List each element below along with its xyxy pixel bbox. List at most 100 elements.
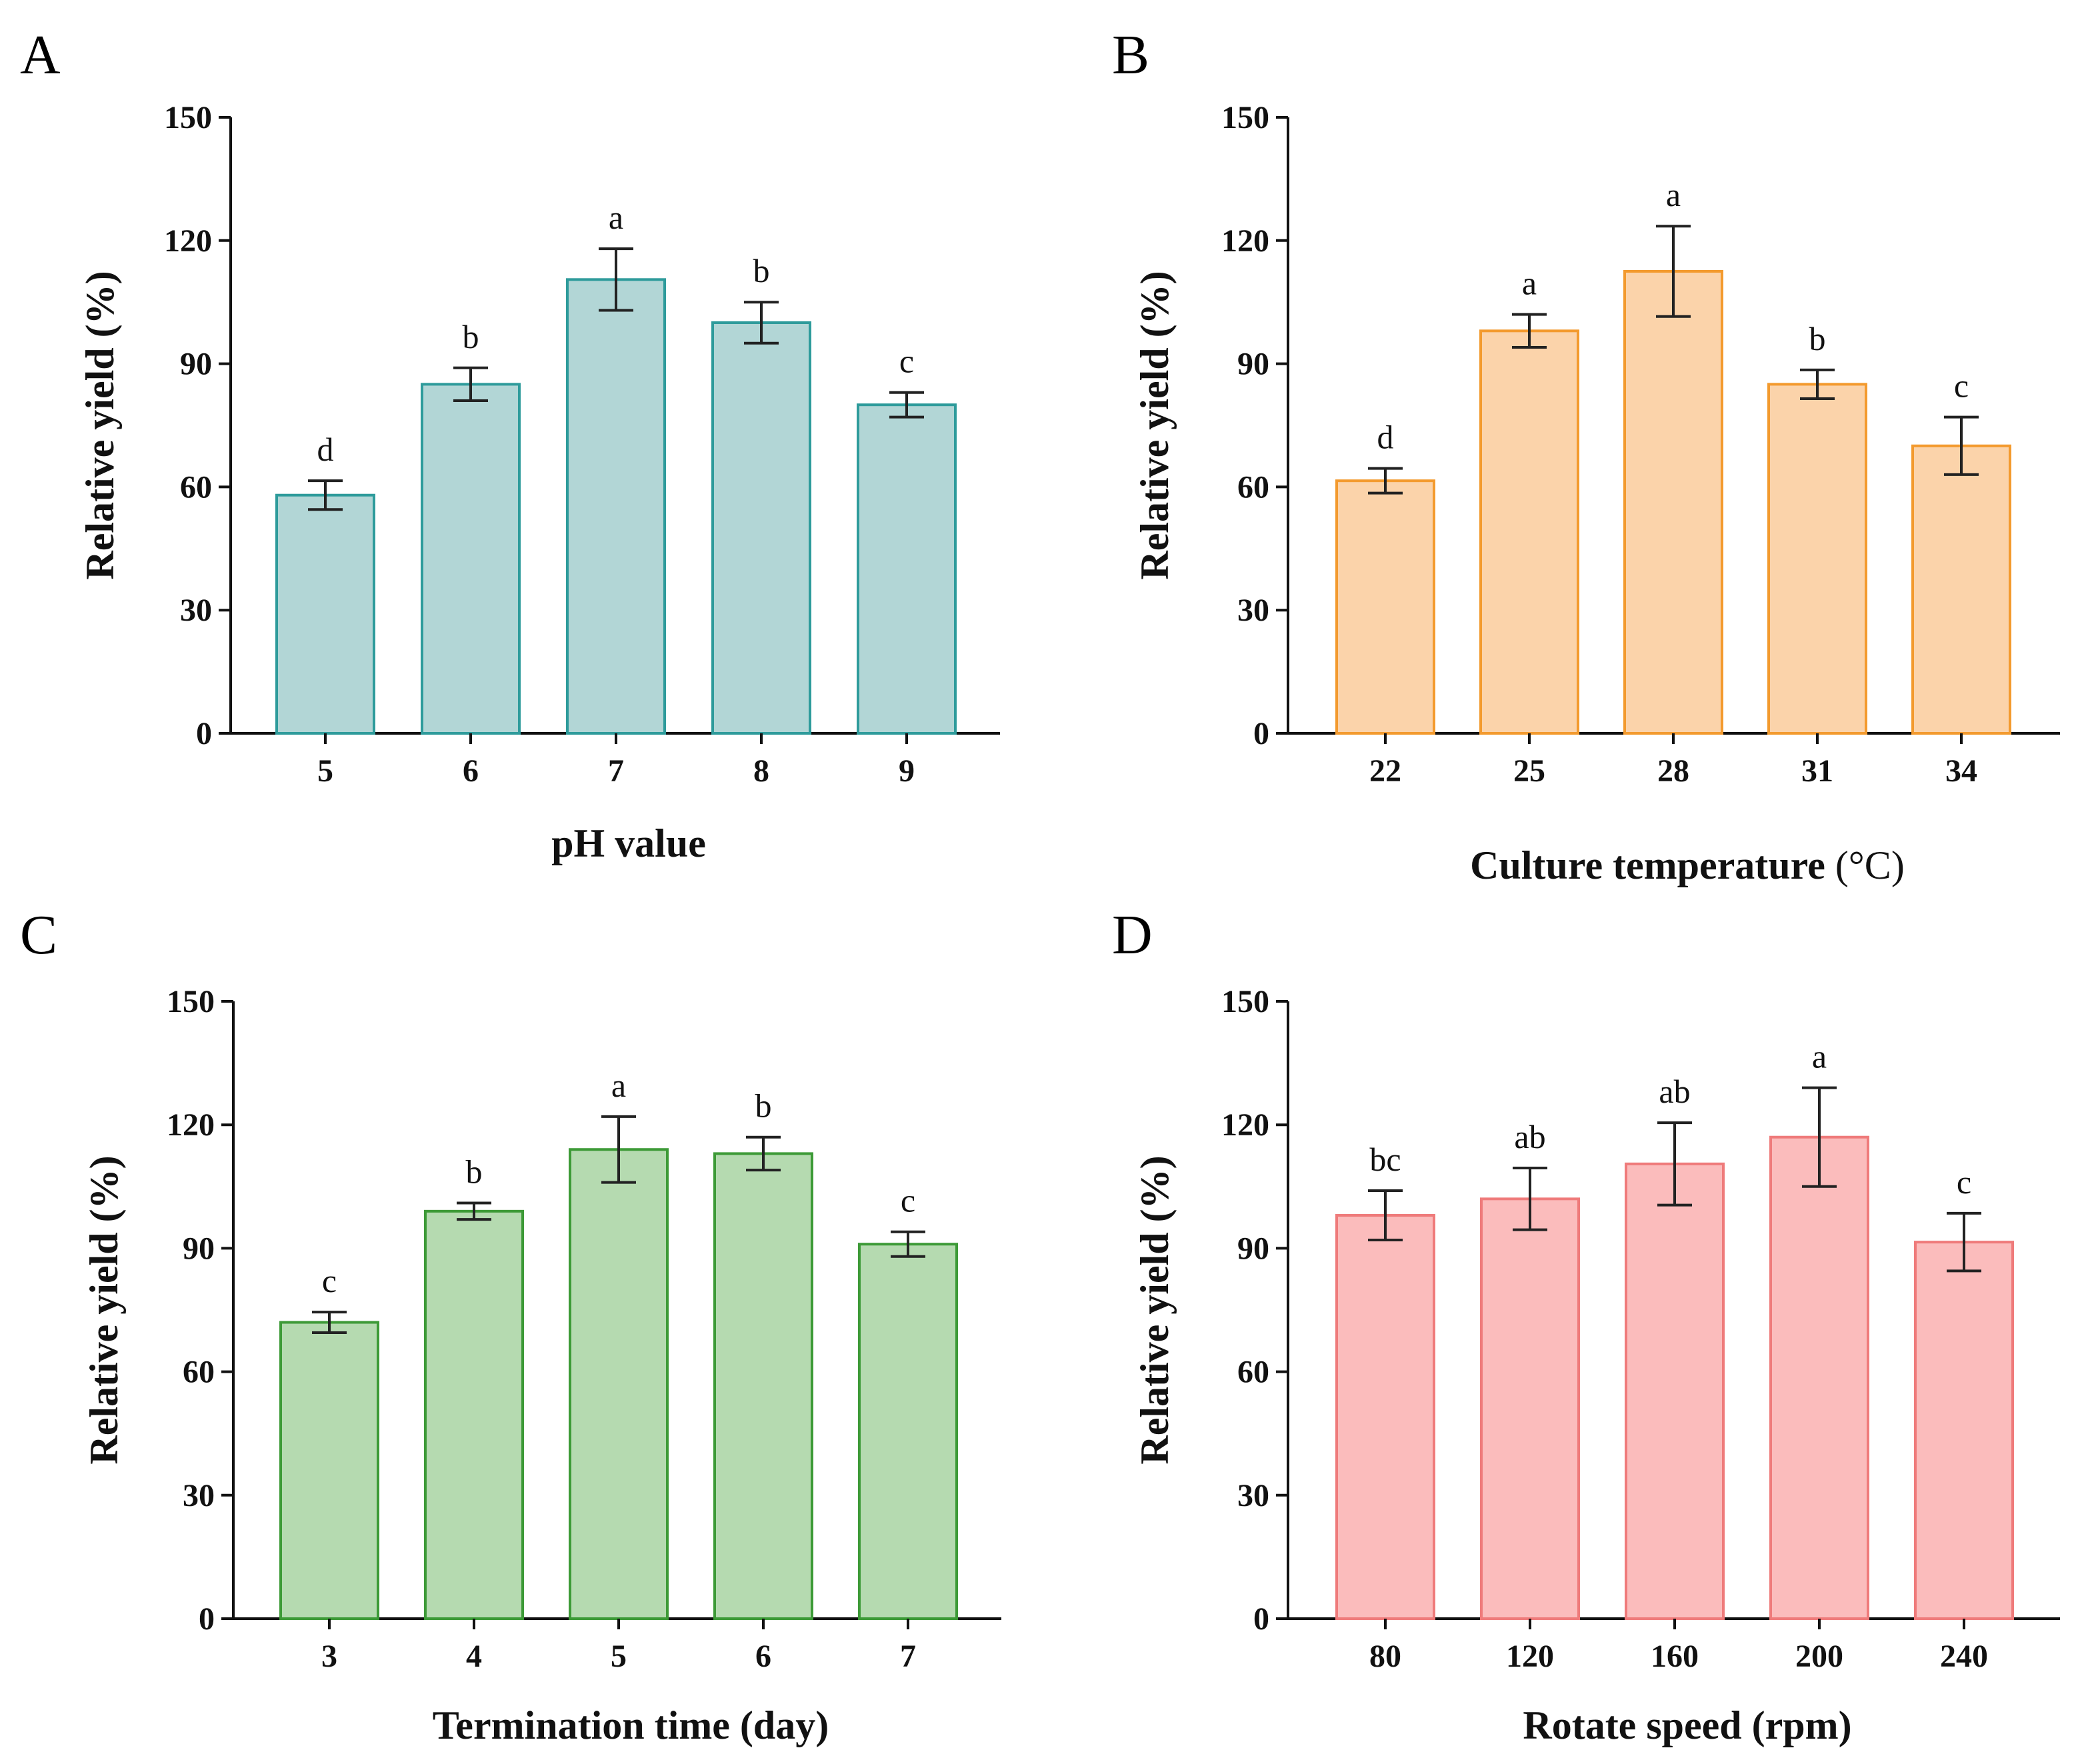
x-tick-label-c: 3 — [321, 1639, 337, 1674]
y-axis-title-d: Relative yield (%) — [1133, 1155, 1177, 1464]
error-bar-c-5 — [601, 1115, 636, 1184]
x-axis-title-b: Culture temperature (°C) — [1470, 843, 1905, 887]
error-bar-b-34 — [1944, 415, 1979, 476]
y-tick-label-a: 120 — [164, 223, 212, 259]
x-tick-label-d: 80 — [1369, 1639, 1401, 1674]
chart-c: 0 30 60 90 120 150 3 c 4 b 5 a 6 b 7 c Termination time … — [82, 984, 1001, 1747]
y-tick-label-b: 60 — [1237, 469, 1269, 505]
y-tick-label-a: 30 — [180, 593, 212, 628]
bar-d-80 — [1335, 1214, 1435, 1620]
y-tick-label-b: 120 — [1221, 223, 1269, 259]
x-tick-label-d: 120 — [1506, 1639, 1554, 1674]
x-tick-label-b: 31 — [1801, 753, 1833, 789]
y-tick-label-b: 30 — [1237, 593, 1269, 628]
y-tick-label-b: 150 — [1221, 100, 1269, 135]
x-axis-title-d: Rotate speed (rpm) — [1523, 1703, 1851, 1747]
bar-c-6 — [713, 1152, 813, 1620]
y-tick-label-d: 60 — [1237, 1355, 1269, 1390]
y-tick-label-a: 150 — [164, 100, 212, 135]
error-bar-c-3 — [312, 1311, 347, 1334]
y-tick-label-c: 0 — [199, 1601, 215, 1637]
error-bar-a-9 — [889, 391, 924, 419]
error-bar-b-25 — [1512, 313, 1547, 349]
y-tick-label-d: 90 — [1237, 1231, 1269, 1266]
significance-label-d: a — [1812, 1038, 1827, 1075]
y-axis-title-a: Relative yield (%) — [78, 271, 122, 579]
x-tick-label-b: 34 — [1945, 753, 1977, 789]
bar-a-7 — [566, 278, 666, 735]
significance-label-c: b — [466, 1153, 483, 1190]
y-tick-label-b: 90 — [1237, 347, 1269, 382]
x-tick-label-d: 240 — [1940, 1639, 1988, 1674]
panel-a: A 0 30 60 90 120 150 5 d 6 b 7 a 8 b 9 c pH value Relativ… — [20, 24, 1000, 865]
bar-b-34 — [1911, 444, 2011, 735]
chart-a: 0 30 60 90 120 150 5 d 6 b 7 a 8 b 9 c pH value Relative … — [78, 100, 1000, 865]
x-tick-label-c: 4 — [466, 1639, 482, 1674]
significance-label-b: c — [1954, 367, 1969, 405]
chart-d: 0 30 60 90 120 150 80 bc 120 ab 160 ab 200 a 240 c Rotat… — [1133, 984, 2060, 1747]
significance-label-b: a — [1522, 265, 1537, 302]
error-bar-b-22 — [1368, 467, 1403, 495]
error-bar-c-4 — [457, 1201, 491, 1221]
bar-b-25 — [1479, 329, 1579, 735]
panel-d: D 0 30 60 90 120 150 80 bc 120 ab 160 ab 200 a 240 c Rot… — [1112, 904, 2060, 1747]
panel-letter-a: A — [20, 24, 61, 86]
bar-b-28 — [1623, 270, 1723, 735]
significance-label-a: a — [609, 199, 623, 236]
x-tick-label-a: 9 — [899, 753, 915, 789]
error-bar-b-28 — [1656, 225, 1691, 318]
bar-a-9 — [857, 403, 957, 735]
bar-b-22 — [1335, 479, 1435, 735]
bar-b-31 — [1767, 383, 1867, 735]
significance-label-d: ab — [1659, 1073, 1690, 1110]
error-bar-d-200 — [1802, 1086, 1837, 1188]
x-tick-label-c: 6 — [755, 1639, 771, 1674]
significance-label-a: c — [899, 343, 914, 380]
significance-label-d: bc — [1369, 1141, 1401, 1178]
bar-d-200 — [1769, 1135, 1869, 1620]
panel-letter-d: D — [1112, 904, 1153, 966]
panel-c: C 0 30 60 90 120 150 3 c 4 b 5 a 6 b 7 c Termination tim… — [20, 904, 1001, 1747]
bar-a-6 — [421, 383, 521, 735]
chart-b: 0 30 60 90 120 150 22 d 25 a 28 a 31 b 34 c Culture temp… — [1133, 100, 2060, 887]
y-tick-label-d: 120 — [1221, 1107, 1269, 1143]
significance-label-b: a — [1666, 176, 1681, 213]
significance-label-c: c — [901, 1182, 915, 1219]
y-tick-label-c: 30 — [183, 1478, 215, 1513]
error-bar-d-80 — [1368, 1189, 1403, 1242]
significance-label-c: b — [755, 1087, 772, 1125]
y-tick-label-d: 30 — [1237, 1478, 1269, 1513]
error-bar-c-7 — [891, 1230, 925, 1258]
bar-c-5 — [569, 1148, 669, 1620]
x-tick-label-a: 8 — [753, 753, 769, 789]
y-tick-label-c: 60 — [183, 1355, 215, 1390]
x-tick-label-b: 22 — [1369, 753, 1401, 789]
error-bar-d-160 — [1657, 1121, 1692, 1207]
y-tick-label-c: 150 — [167, 984, 215, 1019]
significance-label-b: d — [1377, 419, 1394, 456]
error-bar-a-5 — [308, 479, 343, 511]
significance-label-d: ab — [1514, 1118, 1545, 1155]
significance-label-d: c — [1957, 1163, 1971, 1201]
y-axis-title-b: Relative yield (%) — [1133, 271, 1177, 579]
y-tick-label-a: 60 — [180, 469, 212, 505]
x-axis-title-a: pH value — [551, 821, 706, 865]
panel-letter-c: C — [20, 904, 57, 966]
x-tick-label-b: 28 — [1657, 753, 1689, 789]
y-tick-label-d: 150 — [1221, 984, 1269, 1019]
y-axis-title-c: Relative yield (%) — [82, 1155, 126, 1464]
bar-a-5 — [275, 493, 375, 735]
bar-d-120 — [1480, 1197, 1580, 1620]
bar-a-8 — [711, 321, 811, 735]
error-bar-a-6 — [453, 366, 488, 403]
significance-label-a: b — [753, 252, 770, 289]
x-tick-label-d: 160 — [1651, 1639, 1699, 1674]
significance-label-a: d — [317, 431, 334, 468]
error-bar-d-120 — [1513, 1167, 1547, 1231]
x-tick-label-a: 5 — [317, 753, 333, 789]
significance-label-c: c — [322, 1262, 337, 1299]
error-bar-a-7 — [599, 247, 633, 312]
error-bar-a-8 — [744, 301, 779, 345]
y-tick-label-b: 0 — [1253, 716, 1269, 751]
